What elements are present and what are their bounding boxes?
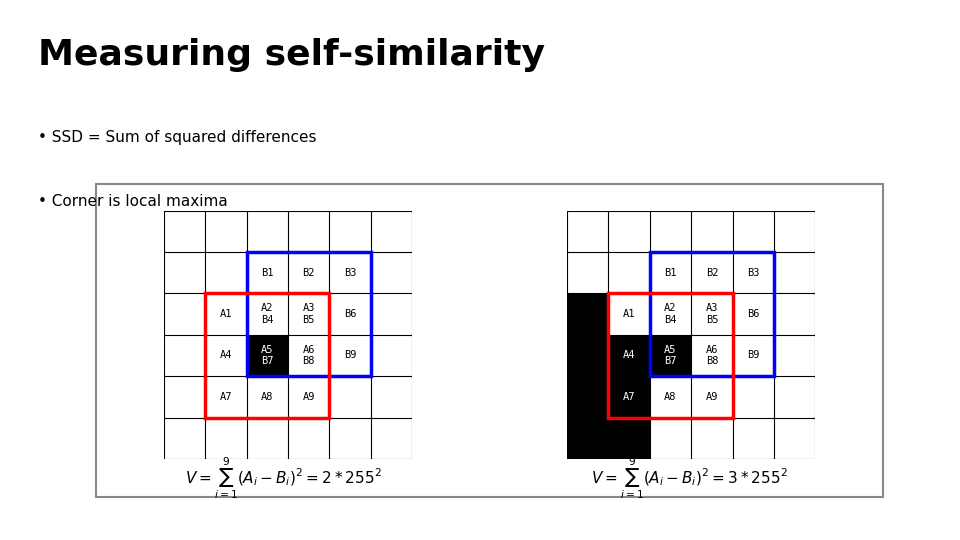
Text: A3
B5: A3 B5 [706, 303, 718, 325]
Text: A5
B7: A5 B7 [261, 345, 274, 366]
Bar [567, 293, 609, 335]
Bar [247, 335, 288, 376]
Text: B9: B9 [747, 350, 759, 361]
Text: A7: A7 [623, 392, 636, 402]
Text: B3: B3 [344, 268, 356, 278]
Text: A8: A8 [664, 392, 677, 402]
Bar [609, 417, 650, 459]
Bar [567, 335, 609, 376]
Text: $V = \sum_{i=1}^{9} (A_i - B_i)^2 = 3 * 255^2$: $V = \sum_{i=1}^{9} (A_i - B_i)^2 = 3 * … [591, 455, 787, 501]
Bar [609, 335, 650, 376]
Bar [567, 417, 609, 459]
Text: B6: B6 [344, 309, 356, 319]
Text: A9: A9 [706, 392, 718, 402]
Text: A6
B8: A6 B8 [706, 345, 718, 366]
Text: A4: A4 [220, 350, 232, 361]
Text: A2
B4: A2 B4 [261, 303, 274, 325]
Text: A1: A1 [623, 309, 636, 319]
Text: A9: A9 [302, 392, 315, 402]
Text: A4: A4 [623, 350, 636, 361]
Text: • Corner is local maxima: • Corner is local maxima [38, 194, 228, 210]
Text: A5
B7: A5 B7 [664, 345, 677, 366]
Text: B3: B3 [747, 268, 759, 278]
Text: Measuring self-similarity: Measuring self-similarity [38, 38, 545, 72]
Text: A3
B5: A3 B5 [302, 303, 315, 325]
Text: B6: B6 [747, 309, 759, 319]
Text: A6
B8: A6 B8 [302, 345, 315, 366]
Bar [650, 335, 691, 376]
Text: $V = \sum_{i=1}^{9} (A_i - B_i)^2 = 2 * 255^2$: $V = \sum_{i=1}^{9} (A_i - B_i)^2 = 2 * … [185, 455, 381, 501]
Text: A7: A7 [220, 392, 232, 402]
Text: A8: A8 [261, 392, 274, 402]
Text: B1: B1 [664, 268, 677, 278]
Text: A2
B4: A2 B4 [664, 303, 677, 325]
Text: B9: B9 [344, 350, 356, 361]
Text: • SSD = Sum of squared differences: • SSD = Sum of squared differences [38, 130, 317, 145]
Bar [609, 376, 650, 417]
Text: A1: A1 [220, 309, 232, 319]
Text: B2: B2 [706, 268, 718, 278]
Text: B1: B1 [261, 268, 274, 278]
Bar [567, 376, 609, 417]
Text: B2: B2 [302, 268, 315, 278]
